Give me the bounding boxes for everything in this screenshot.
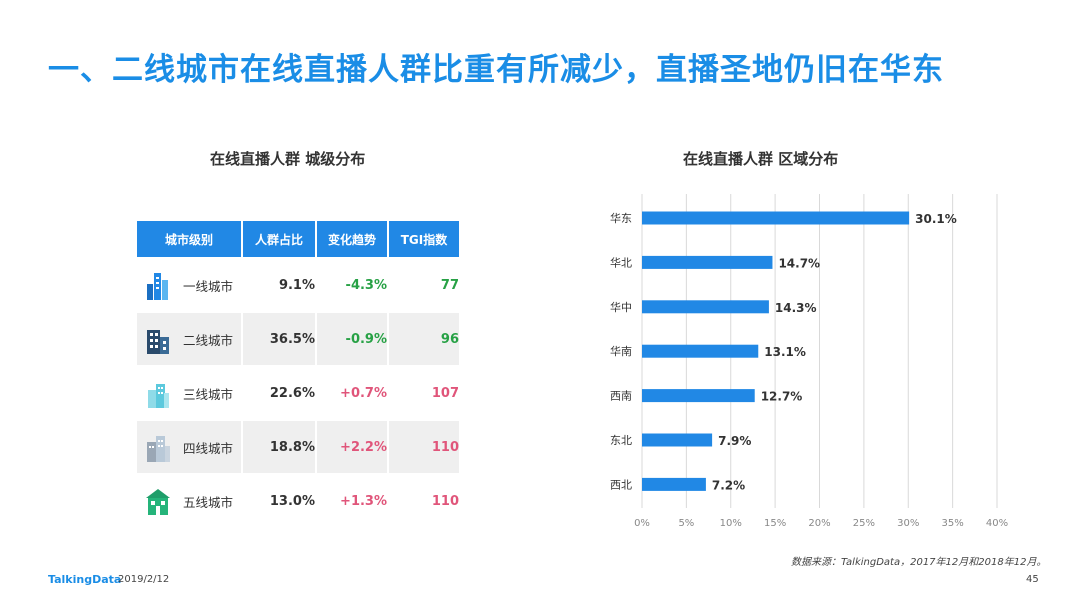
trend-value: +0.7% — [317, 365, 387, 419]
x-tick-label: 0% — [634, 518, 650, 529]
page-number: 45 — [1026, 574, 1039, 585]
share-value: 18.8% — [243, 419, 315, 473]
x-tick-label: 10% — [720, 518, 742, 529]
data-label: 7.2% — [712, 478, 745, 492]
category-label: 华南 — [610, 344, 632, 358]
bar — [642, 211, 910, 225]
city-tier-table: 城市级别 人群占比 变化趋势 TGI指数 一线城市 9.1% -4.3% 77 … — [135, 221, 461, 527]
trend-value: -4.3% — [317, 257, 387, 311]
header-trend: 变化趋势 — [317, 221, 387, 257]
header-city-level: 城市级别 — [137, 221, 241, 257]
share-value: 36.5% — [243, 311, 315, 365]
x-tick-label: 30% — [897, 518, 919, 529]
data-label: 12.7% — [761, 390, 803, 404]
x-tick-label: 35% — [942, 518, 964, 529]
category-label: 东北 — [610, 434, 632, 447]
data-label: 14.7% — [778, 256, 820, 270]
tall-buildings-icon — [145, 270, 171, 300]
city-level-label: 四线城市 — [183, 440, 234, 456]
city-level-label: 五线城市 — [183, 494, 234, 510]
category-label: 华中 — [610, 300, 632, 314]
header-tgi: TGI指数 — [389, 221, 459, 257]
x-tick-label: 40% — [986, 518, 1008, 529]
x-tick-label: 25% — [853, 518, 875, 529]
x-tick-label: 5% — [678, 518, 694, 529]
share-value: 22.6% — [243, 365, 315, 419]
share-value: 9.1% — [243, 257, 315, 311]
data-source-note: 数据来源：TalkingData，2017年12月和2018年12月。 — [791, 557, 1047, 568]
tgi-value: 77 — [389, 257, 459, 311]
table-header-row: 城市级别 人群占比 变化趋势 TGI指数 — [137, 221, 459, 257]
data-label: 7.9% — [718, 434, 751, 448]
category-label: 华北 — [610, 255, 632, 269]
tgi-value: 110 — [389, 419, 459, 473]
data-label: 14.3% — [775, 301, 817, 315]
region-bar-chart: 0% 5% 10% 15% 20% 25% 30% 35% 40% 华东 30.1% 华北 14.7% 华… — [610, 194, 1008, 529]
tgi-value: 107 — [389, 365, 459, 419]
trend-value: +2.2% — [317, 419, 387, 473]
table-row: 三线城市 22.6% +0.7% 107 — [137, 365, 459, 419]
trend-value: -0.9% — [317, 311, 387, 365]
region-chart-title: 在线直播人群 区域分布 — [683, 150, 839, 168]
light-buildings-icon — [145, 378, 171, 408]
bar — [642, 344, 759, 358]
tgi-value: 96 — [389, 311, 459, 365]
tgi-value: 110 — [389, 473, 459, 527]
table-row: 二线城市 36.5% -0.9% 96 — [137, 311, 459, 365]
city-tier-title: 在线直播人群 城级分布 — [210, 150, 366, 168]
city-level-label: 三线城市 — [183, 386, 234, 402]
category-label: 西南 — [610, 390, 632, 403]
city-level-label: 二线城市 — [183, 332, 234, 348]
city-level-label: 一线城市 — [183, 278, 234, 294]
x-tick-label: 20% — [808, 518, 830, 529]
green-house-icon — [145, 486, 171, 516]
share-value: 13.0% — [243, 473, 315, 527]
trend-value: +1.3% — [317, 473, 387, 527]
header-share: 人群占比 — [243, 221, 315, 257]
brand-logo-text: TalkingData — [48, 573, 122, 586]
table-row: 四线城市 18.8% +2.2% 110 — [137, 419, 459, 473]
bar — [642, 255, 773, 269]
bar — [642, 477, 706, 491]
table-row: 一线城市 9.1% -4.3% 77 — [137, 257, 459, 311]
category-label: 西北 — [610, 478, 632, 491]
data-label: 13.1% — [764, 345, 806, 359]
data-label: 30.1% — [915, 212, 957, 226]
table-row: 五线城市 13.0% +1.3% 110 — [137, 473, 459, 527]
bar — [642, 389, 755, 403]
gray-buildings-icon — [145, 432, 171, 462]
office-building-icon — [145, 324, 171, 354]
slide-title: 一、二线城市在线直播人群比重有所减少，直播圣地仍旧在华东 — [48, 52, 944, 88]
category-label: 华东 — [610, 211, 632, 225]
x-tick-label: 15% — [764, 518, 786, 529]
bar — [642, 300, 769, 314]
footer-date: 2019/2/12 — [118, 574, 170, 585]
bar — [642, 433, 713, 447]
